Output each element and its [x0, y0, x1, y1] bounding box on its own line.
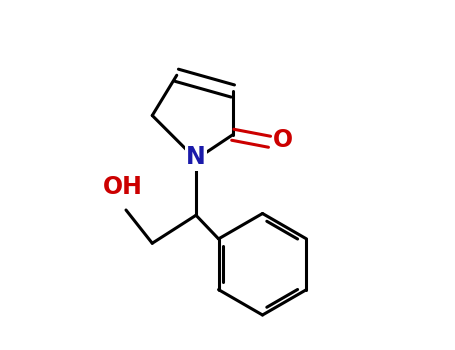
Text: O: O [273, 128, 293, 152]
Text: N: N [186, 146, 206, 169]
Text: OH: OH [102, 175, 142, 199]
